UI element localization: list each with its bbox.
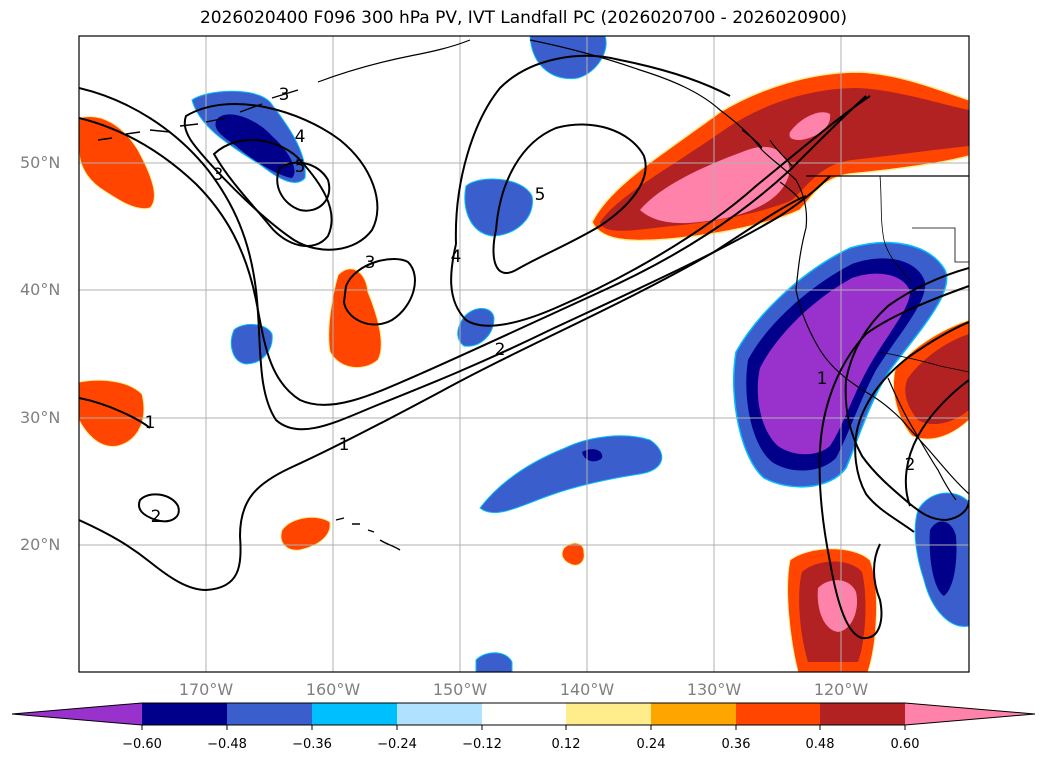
aleutian-islands [97, 89, 299, 141]
contour-label: 1 [145, 413, 156, 433]
contour-2-small [138, 493, 180, 523]
colorbar-swatch [651, 703, 736, 725]
contour-5 [492, 123, 647, 274]
contour-labels: 1 1 1 2 2 2 3 3 3 4 4 5 5 [145, 85, 916, 527]
contour-3-loop [342, 258, 416, 326]
lat-label-30n: 30°N [20, 408, 61, 427]
contour-2-south [904, 379, 969, 507]
contour-5-loop [276, 161, 331, 212]
north-america-west-coast [795, 227, 969, 495]
contour-label: 3 [279, 85, 290, 105]
state-border-1 [879, 175, 913, 283]
contour-label: 1 [817, 369, 828, 389]
us-mexico-border [879, 351, 969, 373]
colorbar-tick-label: −0.60 [122, 737, 162, 752]
colorbar-tick-label: 0.12 [551, 737, 581, 752]
contour-3 [79, 95, 867, 406]
lat-label-40n: 40°N [20, 280, 61, 299]
lon-label-120w: 120°W [813, 680, 869, 699]
contour-1 [79, 195, 807, 592]
contour-label: 4 [295, 127, 306, 147]
anomaly-mexico-core [905, 334, 969, 425]
colorbar-swatch [397, 703, 482, 725]
lat-label-50n: 50°N [20, 153, 61, 172]
state-border-2 [912, 227, 969, 263]
colorbar-swatch [312, 703, 397, 725]
lon-label-170w: 170°W [178, 680, 234, 699]
contour-label: 2 [151, 507, 162, 527]
colorbar-tick-label: −0.12 [462, 737, 502, 752]
anomaly-subtropical-band [479, 435, 663, 513]
anomaly-tropical-east-core [817, 580, 858, 632]
contour-label: 1 [339, 435, 350, 455]
colorbar-tick-label: −0.48 [207, 737, 247, 752]
contour-2-east [844, 267, 969, 522]
gridlines [79, 36, 969, 672]
colorbar-tick-label: −0.36 [292, 737, 332, 752]
contour-4-main [450, 54, 871, 327]
colorbar-tick-label: −0.24 [377, 737, 417, 752]
colorbar-swatch [736, 703, 820, 725]
anomaly-pacnw-core [640, 146, 790, 224]
lat-label-20n: 20°N [20, 535, 61, 554]
anomaly-west-aleutian-core [215, 114, 295, 178]
contour-lines [79, 54, 969, 640]
colorbar-tick-label: 0.60 [890, 737, 920, 752]
contour-label: 5 [295, 157, 306, 177]
contour-label: 3 [365, 253, 376, 273]
colorbar-tick-label: 0.24 [636, 737, 666, 752]
hawaii-islands [335, 517, 401, 551]
colorbar-swatch [820, 703, 905, 725]
colorbar-extend-high [905, 703, 1035, 725]
lon-label-160w: 160°W [305, 680, 361, 699]
colorbar-swatch [482, 703, 566, 725]
colorbar-swatch [142, 703, 227, 725]
anomaly-central-small [457, 308, 495, 347]
contour-label: 5 [535, 185, 546, 205]
anomaly-pacnw-core-north [789, 112, 831, 140]
contour-2 [79, 87, 831, 431]
contour-label: 2 [495, 340, 506, 360]
colorbar-swatch [227, 703, 312, 725]
lon-label-130w: 130°W [686, 680, 742, 699]
anomaly-west-30n [79, 379, 145, 447]
map-frame [78, 35, 970, 673]
map-area: 1 1 1 2 2 2 3 3 3 4 4 5 5 [79, 36, 969, 672]
anomaly-south-small [475, 652, 513, 672]
positive-anomaly-shading [79, 71, 969, 672]
contour-4-outer [183, 103, 379, 251]
alaska-coast [317, 39, 808, 229]
colorbar-swatch [566, 703, 651, 725]
lon-label-140w: 140°W [559, 680, 615, 699]
colorbar-extend-low [12, 703, 142, 725]
colorbar-tick-label: 0.48 [805, 737, 835, 752]
lon-label-150w: 150°W [432, 680, 488, 699]
contour-1-east [818, 285, 969, 640]
contour-3-east [854, 321, 969, 533]
colorbar [11, 702, 1036, 730]
baja-peninsula [887, 377, 957, 501]
contour-label: 4 [451, 247, 462, 267]
anomaly-california-core [757, 273, 910, 455]
colorbar-tick-label: 0.36 [721, 737, 751, 752]
contour-label: 2 [905, 455, 916, 475]
anomaly-small-south [561, 542, 585, 566]
map-title: 2026020400 F096 300 hPa PV, IVT Landfall… [199, 8, 847, 28]
contour-label: 3 [213, 165, 224, 185]
anomaly-baja-core [929, 521, 957, 596]
